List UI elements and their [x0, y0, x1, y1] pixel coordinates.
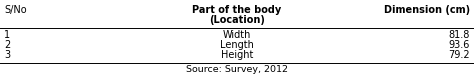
Text: Length: Length [220, 40, 254, 50]
Text: S/No: S/No [4, 5, 27, 15]
Text: Width: Width [223, 30, 251, 40]
Text: Dimension (cm): Dimension (cm) [384, 5, 470, 15]
Text: 3: 3 [4, 50, 10, 60]
Text: 2: 2 [4, 40, 10, 50]
Text: (Location): (Location) [209, 15, 265, 25]
Text: Source: Survey, 2012: Source: Survey, 2012 [186, 66, 288, 75]
Text: Part of the body: Part of the body [192, 5, 282, 15]
Text: 93.6: 93.6 [448, 40, 470, 50]
Text: Height: Height [221, 50, 253, 60]
Text: 81.8: 81.8 [448, 30, 470, 40]
Text: 79.2: 79.2 [448, 50, 470, 60]
Text: 1: 1 [4, 30, 10, 40]
